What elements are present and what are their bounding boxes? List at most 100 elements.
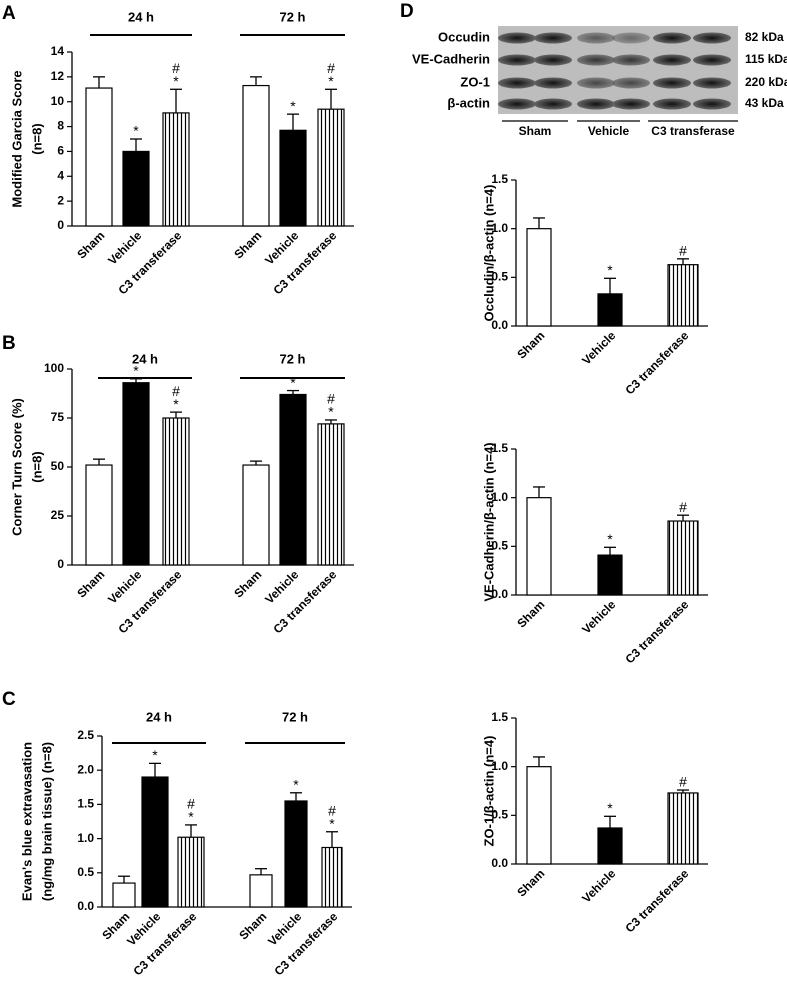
y-tick-label: 1.5 <box>77 797 94 811</box>
y-axis-label: Modified Garcia Score <box>9 70 24 207</box>
bar <box>112 882 136 908</box>
x-tick-label: Sham <box>236 909 269 942</box>
y-tick-label: 1.0 <box>491 221 508 235</box>
group-label: 24 h <box>132 351 158 366</box>
bar <box>122 150 150 227</box>
y-axis-label: (n=8) <box>29 123 44 154</box>
blot-band <box>534 32 572 44</box>
y-tick-label: 1.0 <box>491 490 508 504</box>
blot-band <box>534 54 572 66</box>
blot-band <box>693 77 731 89</box>
blot-band <box>612 32 650 44</box>
bar <box>597 827 623 865</box>
x-tick-label: Sham <box>514 597 547 630</box>
x-tick-label: Sham <box>514 866 547 899</box>
bar <box>526 497 552 596</box>
bar <box>667 792 699 865</box>
y-tick-label: 75 <box>51 410 65 424</box>
y-tick-label: 8 <box>57 119 64 133</box>
significance-mark: # <box>679 499 687 515</box>
blot-size-label: 82 kDa <box>745 30 784 44</box>
blot-band <box>653 54 691 66</box>
y-tick-label: 1.0 <box>77 831 94 845</box>
x-tick-label: C3 transferase <box>130 909 199 978</box>
y-tick-label: 4 <box>57 168 64 182</box>
blot-band <box>612 98 650 110</box>
x-tick-label: Vehicle <box>579 866 618 905</box>
group-label: 72 h <box>282 709 308 724</box>
y-tick-label: 25 <box>51 508 65 522</box>
panel-letter: A <box>2 3 16 24</box>
significance-mark: # <box>172 383 180 399</box>
bar <box>122 382 150 566</box>
blot-band <box>577 54 615 66</box>
blot-band <box>653 32 691 44</box>
y-tick-label: 1.5 <box>491 710 508 724</box>
blot-size-label: 43 kDa <box>745 96 784 110</box>
bar <box>317 423 345 566</box>
bar <box>526 228 552 327</box>
y-tick-label: 0.0 <box>77 899 94 913</box>
significance-mark: * <box>607 262 613 278</box>
x-tick-label: Vehicle <box>105 567 144 606</box>
blot-band <box>577 98 615 110</box>
lane-label: Sham <box>519 124 552 138</box>
bar <box>284 800 308 908</box>
bar <box>162 112 190 227</box>
y-tick-label: 0.0 <box>491 587 508 601</box>
lane-label: C3 transferase <box>651 124 735 138</box>
panel-letter: C <box>2 689 16 710</box>
y-tick-label: 1.5 <box>491 172 508 186</box>
significance-mark: * <box>328 404 334 420</box>
y-tick-label: 1.5 <box>491 441 508 455</box>
y-tick-label: 2.5 <box>77 728 94 742</box>
group-label: 72 h <box>279 9 305 24</box>
x-tick-label: Vehicle <box>579 597 618 636</box>
bar <box>321 846 343 908</box>
x-tick-label: Vehicle <box>105 228 144 267</box>
blot-row-label: VE-Cadherin <box>412 51 490 66</box>
bar <box>279 393 307 566</box>
y-tick-label: 14 <box>51 44 65 58</box>
x-tick-label: Sham <box>231 567 264 600</box>
bar <box>597 293 623 327</box>
blot-band <box>498 54 536 66</box>
y-tick-label: 0.5 <box>491 270 508 284</box>
y-tick-label: 0.5 <box>491 808 508 822</box>
significance-mark: # <box>187 796 195 812</box>
x-tick-label: Vehicle <box>579 328 618 367</box>
group-label: 72 h <box>279 351 305 366</box>
y-axis-label: (n=8) <box>29 451 44 482</box>
significance-mark: * <box>290 374 296 390</box>
blot-band <box>498 98 536 110</box>
significance-mark: # <box>327 60 335 76</box>
bar <box>141 776 169 908</box>
bar <box>177 836 205 908</box>
y-axis-label: Evan's blue extravasation <box>19 742 34 901</box>
x-tick-label: Sham <box>74 228 107 261</box>
bar <box>597 554 623 596</box>
significance-mark: * <box>173 73 179 89</box>
y-tick-label: 0 <box>57 557 64 571</box>
significance-mark: * <box>290 98 296 114</box>
significance-mark: * <box>173 396 179 412</box>
y-tick-label: 1.0 <box>491 759 508 773</box>
bar <box>85 87 113 227</box>
y-axis-label: Corner Turn Score (%) <box>9 398 24 536</box>
y-axis-label: ZO-1/β-actin (n=4) <box>481 736 496 847</box>
y-tick-label: 50 <box>51 459 65 473</box>
lane-label: Vehicle <box>588 124 630 138</box>
bar <box>667 520 699 596</box>
bar <box>249 874 273 908</box>
blot-band <box>498 77 536 89</box>
y-tick-label: 0.5 <box>77 865 94 879</box>
bar <box>317 108 345 227</box>
x-tick-label: C3 transferase <box>622 597 691 666</box>
y-axis-label: Occludin/β-actin (n=4) <box>481 185 496 322</box>
x-tick-label: Sham <box>514 328 547 361</box>
x-tick-label: C3 transferase <box>622 328 691 397</box>
significance-mark: * <box>188 809 194 825</box>
significance-mark: # <box>328 802 336 818</box>
blot-row-label: ZO-1 <box>460 74 490 89</box>
